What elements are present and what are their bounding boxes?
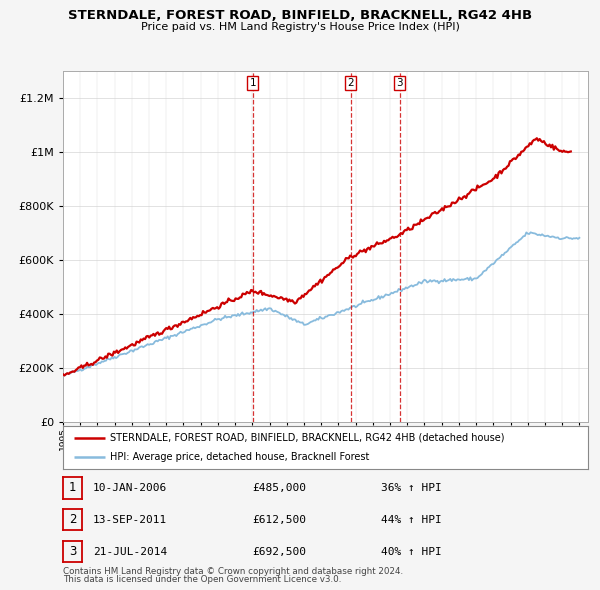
Text: Price paid vs. HM Land Registry's House Price Index (HPI): Price paid vs. HM Land Registry's House … bbox=[140, 22, 460, 32]
Text: 40% ↑ HPI: 40% ↑ HPI bbox=[381, 547, 442, 556]
Text: 13-SEP-2011: 13-SEP-2011 bbox=[93, 515, 167, 525]
Text: STERNDALE, FOREST ROAD, BINFIELD, BRACKNELL, RG42 4HB: STERNDALE, FOREST ROAD, BINFIELD, BRACKN… bbox=[68, 9, 532, 22]
Text: This data is licensed under the Open Government Licence v3.0.: This data is licensed under the Open Gov… bbox=[63, 575, 341, 584]
Text: 10-JAN-2006: 10-JAN-2006 bbox=[93, 483, 167, 493]
Text: 44% ↑ HPI: 44% ↑ HPI bbox=[381, 515, 442, 525]
Text: 2: 2 bbox=[347, 78, 354, 88]
Text: 21-JUL-2014: 21-JUL-2014 bbox=[93, 547, 167, 556]
Text: £485,000: £485,000 bbox=[252, 483, 306, 493]
Text: 2: 2 bbox=[69, 513, 76, 526]
Text: £612,500: £612,500 bbox=[252, 515, 306, 525]
Text: 3: 3 bbox=[396, 78, 403, 88]
Text: 3: 3 bbox=[69, 545, 76, 558]
Text: 36% ↑ HPI: 36% ↑ HPI bbox=[381, 483, 442, 493]
Text: Contains HM Land Registry data © Crown copyright and database right 2024.: Contains HM Land Registry data © Crown c… bbox=[63, 568, 403, 576]
Text: HPI: Average price, detached house, Bracknell Forest: HPI: Average price, detached house, Brac… bbox=[110, 453, 370, 463]
Text: STERNDALE, FOREST ROAD, BINFIELD, BRACKNELL, RG42 4HB (detached house): STERNDALE, FOREST ROAD, BINFIELD, BRACKN… bbox=[110, 432, 505, 442]
Text: 1: 1 bbox=[69, 481, 76, 494]
Text: £692,500: £692,500 bbox=[252, 547, 306, 556]
Text: 1: 1 bbox=[250, 78, 256, 88]
